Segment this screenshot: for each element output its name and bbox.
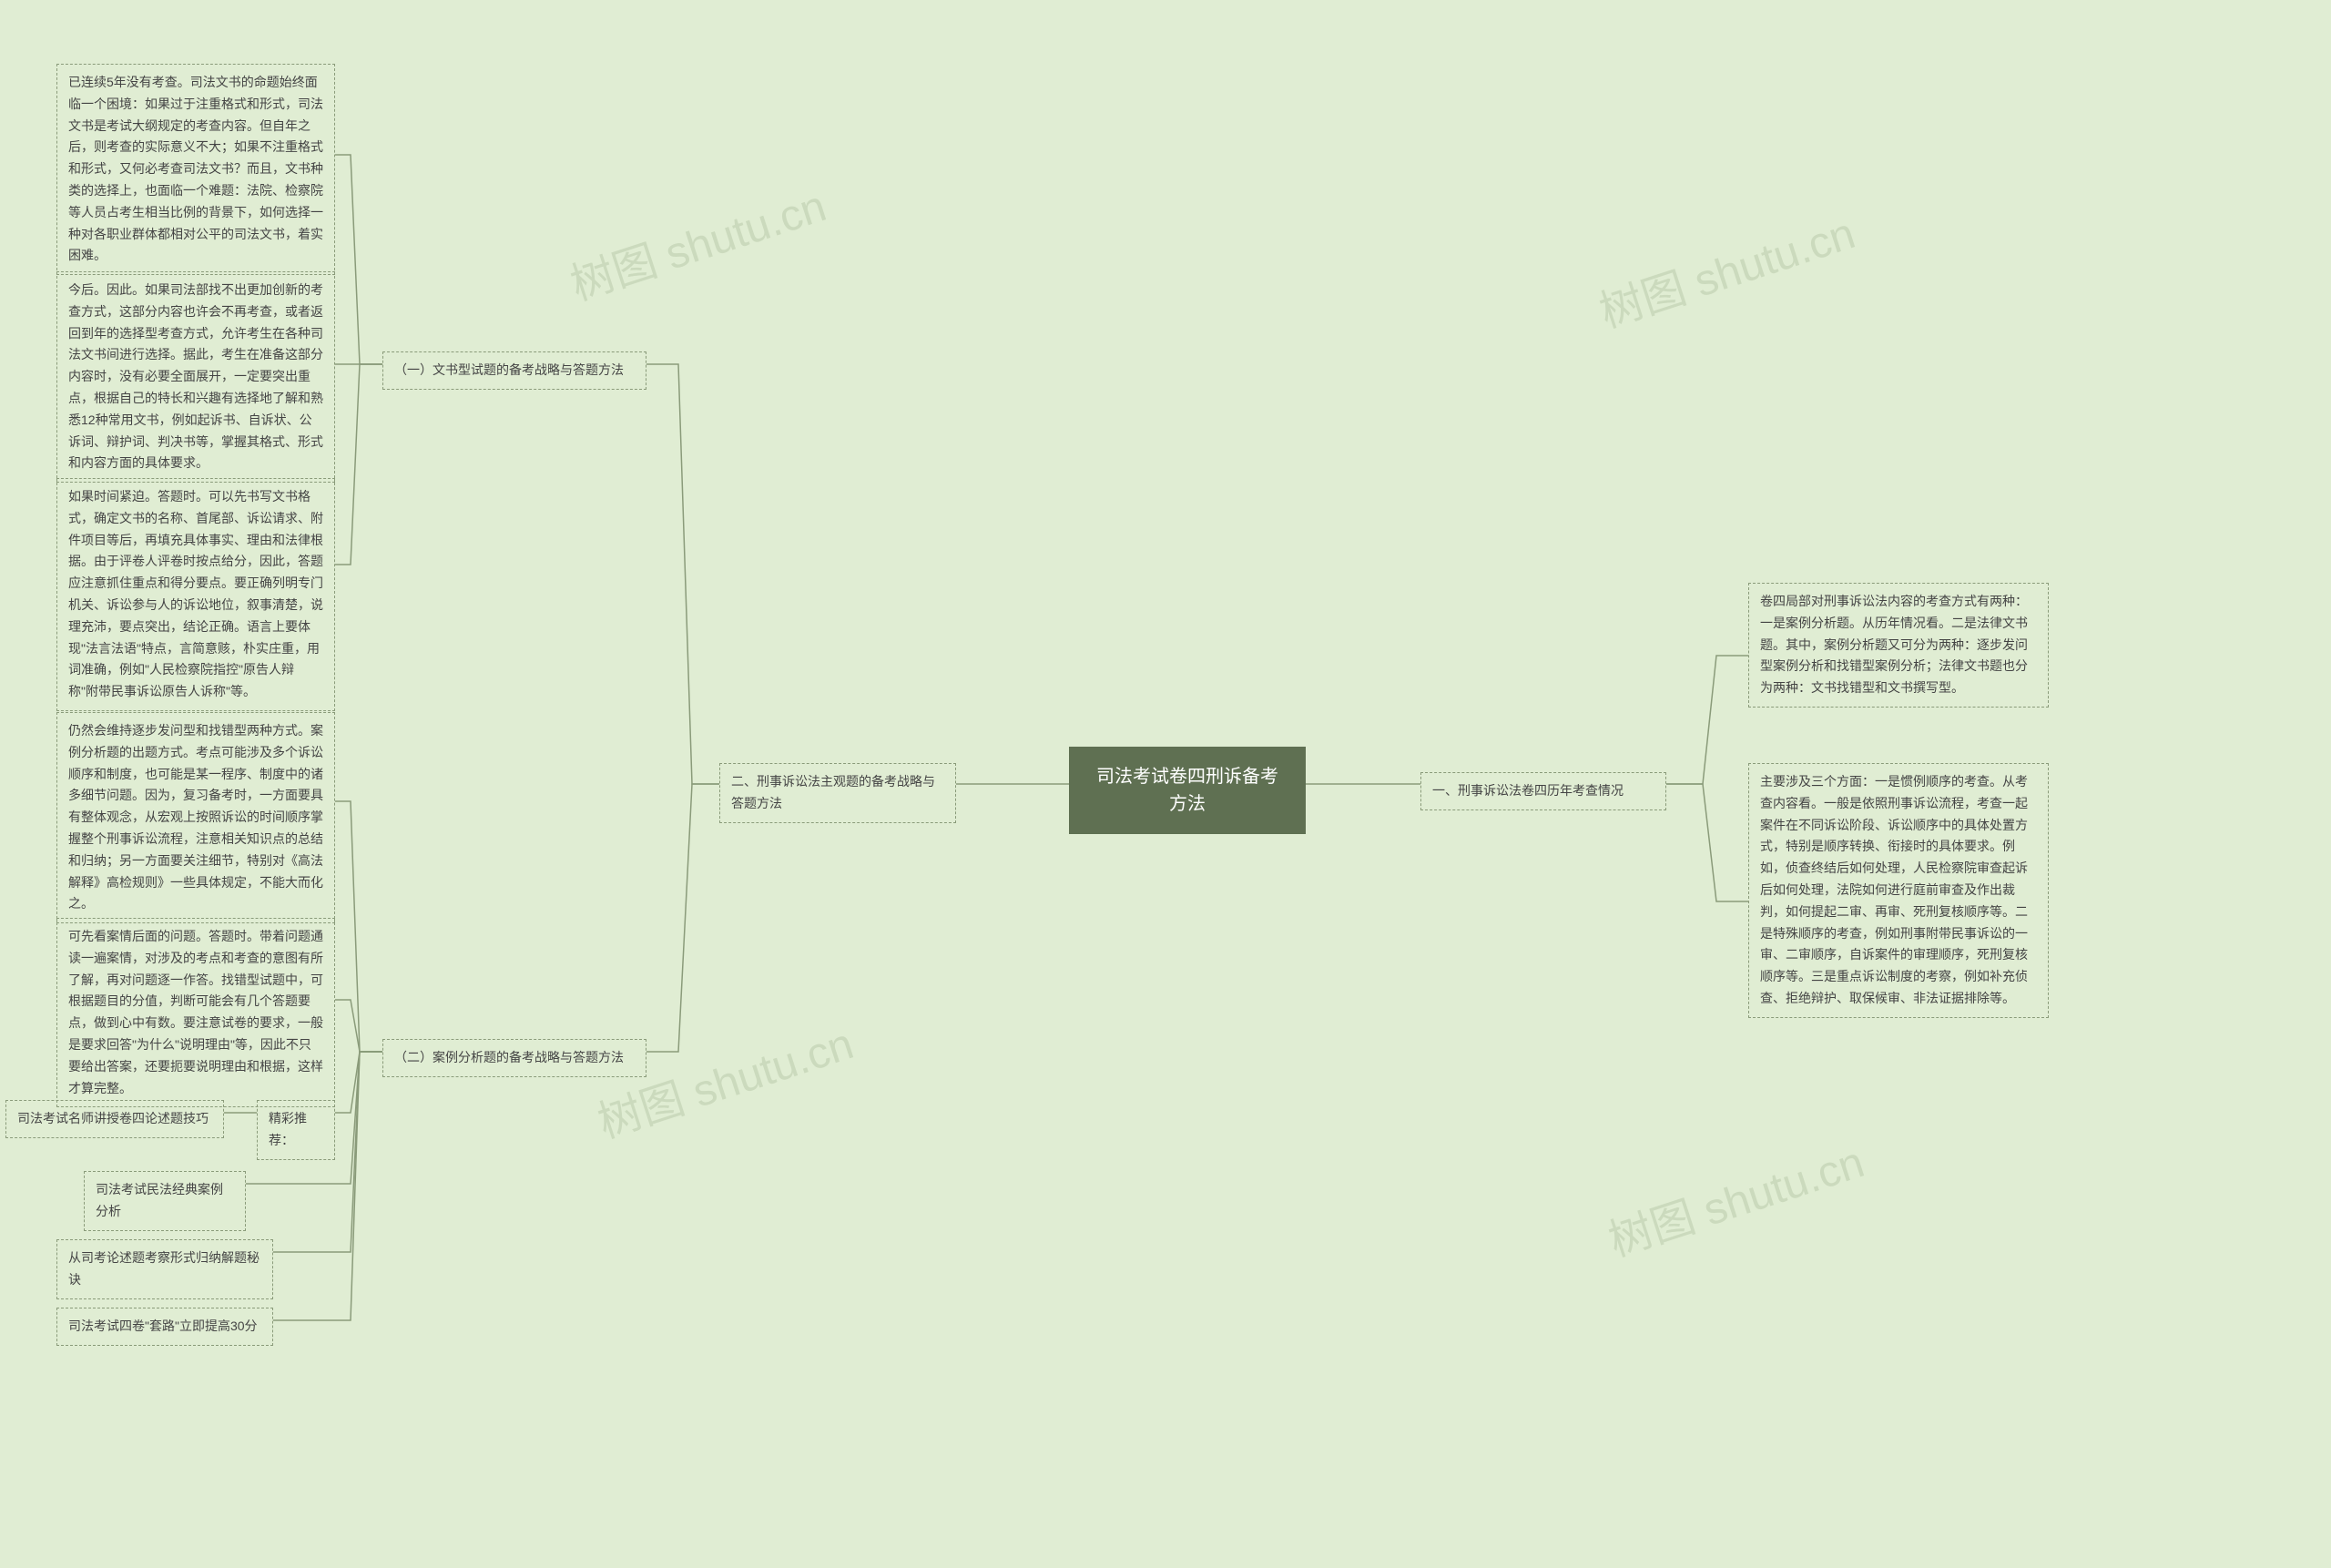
sub-left-2: （二）案例分析题的备考战略与答题方法: [382, 1039, 646, 1077]
leaf-left-2-1: 仍然会维持逐步发问型和找错型两种方式。案例分析题的出题方式。考点可能涉及多个诉讼…: [56, 712, 335, 923]
leaf-left-1-2: 今后。因此。如果司法部找不出更加创新的考查方式，这部分内容也许会不再考查，或者返…: [56, 271, 335, 483]
rec-item-1: 司法考试名师讲授卷四论述题技巧: [5, 1100, 224, 1138]
rec-item-4: 司法考试四卷"套路"立即提高30分: [56, 1308, 273, 1346]
rec-item-3: 从司考论述题考察形式归纳解题秘诀: [56, 1239, 273, 1299]
leaf-text: 仍然会维持逐步发问型和找错型两种方式。案例分析题的出题方式。考点可能涉及多个诉讼…: [68, 723, 323, 911]
leaf-text: 卷四局部对刑事诉讼法内容的考查方式有两种：一是案例分析题。从历年情况看。二是法律…: [1760, 594, 2028, 695]
rec-text: 司法考试四卷"套路"立即提高30分: [68, 1319, 258, 1333]
branch-left-2: 二、刑事诉讼法主观题的备考战略与答题方法: [719, 763, 956, 823]
branch-label: 一、刑事诉讼法卷四历年考查情况: [1432, 783, 1624, 798]
branch-right-1: 一、刑事诉讼法卷四历年考查情况: [1420, 772, 1666, 810]
rec-text: 司法考试民法经典案例分析: [96, 1182, 223, 1218]
recs-label-text: 精彩推荐：: [269, 1111, 307, 1147]
recs-label: 精彩推荐：: [257, 1100, 335, 1160]
sub-left-1: （一）文书型试题的备考战略与答题方法: [382, 351, 646, 390]
root-node: 司法考试卷四刑诉备考方法: [1069, 747, 1306, 834]
watermark: 树图 shutu.cn: [1599, 1126, 1870, 1268]
leaf-text: 已连续5年没有考查。司法文书的命题始终面临一个困境：如果过于注重格式和形式，司法…: [68, 75, 323, 262]
leaf-left-1-3: 如果时间紧迫。答题时。可以先书写文书格式，确定文书的名称、首尾部、诉讼请求、附件…: [56, 478, 335, 711]
root-text: 司法考试卷四刑诉备考方法: [1096, 767, 1278, 814]
leaf-left-1-1: 已连续5年没有考查。司法文书的命题始终面临一个困境：如果过于注重格式和形式，司法…: [56, 64, 335, 275]
watermark: 树图 shutu.cn: [588, 1008, 860, 1150]
leaf-text: 如果时间紧迫。答题时。可以先书写文书格式，确定文书的名称、首尾部、诉讼请求、附件…: [68, 489, 323, 698]
rec-text: 司法考试名师讲授卷四论述题技巧: [17, 1111, 209, 1125]
leaf-text: 今后。因此。如果司法部找不出更加创新的考查方式，这部分内容也许会不再考查，或者返…: [68, 282, 323, 470]
leaf-text: 可先看案情后面的问题。答题时。带着问题通读一遍案情，对涉及的考点和考查的意图有所…: [68, 929, 323, 1095]
rec-text: 从司考论述题考察形式归纳解题秘诀: [68, 1250, 260, 1287]
leaf-right-1-1: 卷四局部对刑事诉讼法内容的考查方式有两种：一是案例分析题。从历年情况看。二是法律…: [1748, 583, 2049, 708]
leaf-text: 主要涉及三个方面：一是惯例顺序的考查。从考查内容看。一般是依照刑事诉讼流程，考查…: [1760, 774, 2028, 1005]
rec-item-2: 司法考试民法经典案例分析: [84, 1171, 246, 1231]
watermark: 树图 shutu.cn: [561, 170, 832, 312]
leaf-left-2-2: 可先看案情后面的问题。答题时。带着问题通读一遍案情，对涉及的考点和考查的意图有所…: [56, 918, 335, 1107]
branch-label: 二、刑事诉讼法主观题的备考战略与答题方法: [731, 774, 935, 810]
sub-label: （二）案例分析题的备考战略与答题方法: [394, 1050, 624, 1064]
watermark: 树图 shutu.cn: [1590, 198, 1861, 340]
leaf-right-1-2: 主要涉及三个方面：一是惯例顺序的考查。从考查内容看。一般是依照刑事诉讼流程，考查…: [1748, 763, 2049, 1018]
sub-label: （一）文书型试题的备考战略与答题方法: [394, 362, 624, 377]
